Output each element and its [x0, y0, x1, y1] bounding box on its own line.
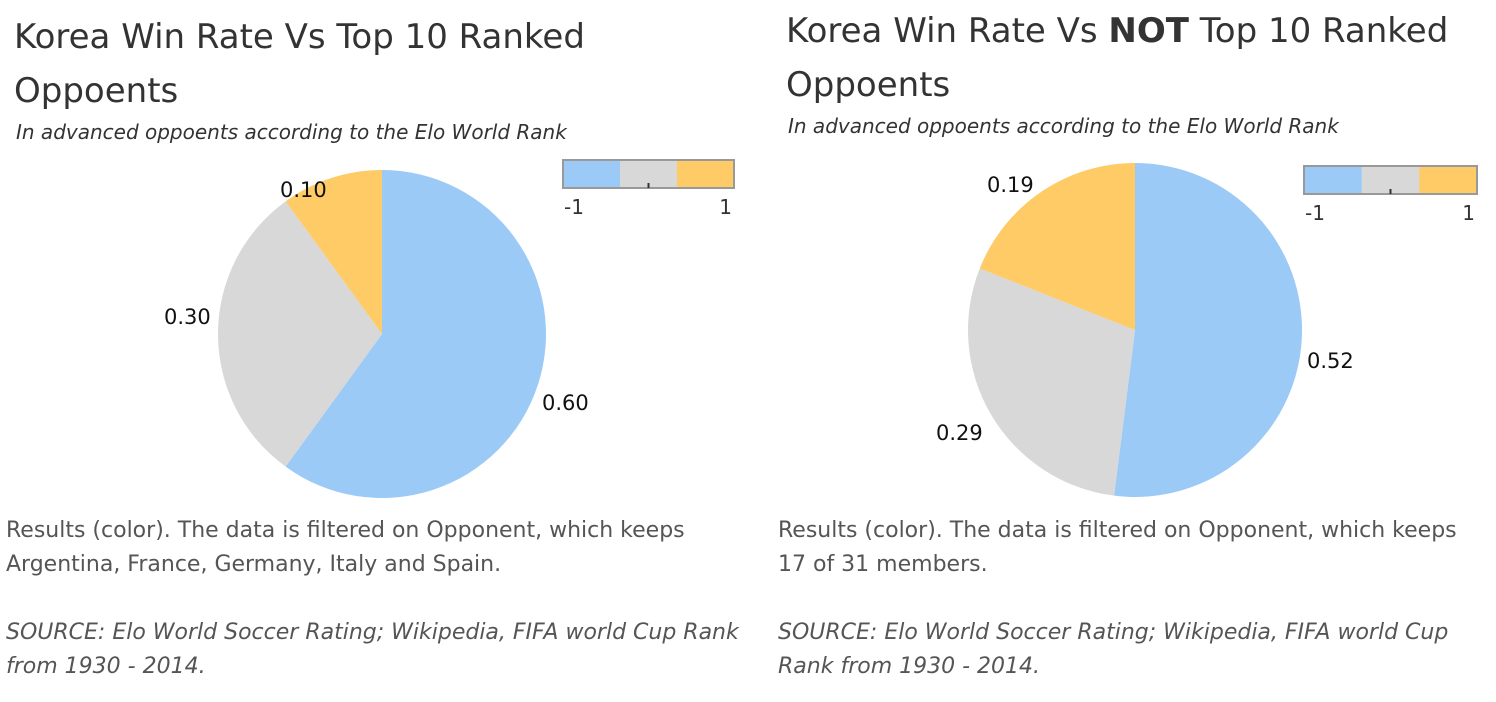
- filter-caption: Results (color). The data is filtered on…: [778, 518, 1457, 577]
- chart-title-part-2: NOT: [1108, 11, 1189, 51]
- pie-slice-3[interactable]: [285, 170, 382, 334]
- pie-slice-2[interactable]: [217, 201, 382, 467]
- filter-caption: Results (color). The data is filtered on…: [6, 518, 685, 577]
- pie-slice-3[interactable]: [979, 163, 1135, 330]
- source-note: SOURCE: Elo World Soccer Rating; Wikiped…: [6, 620, 739, 679]
- chart-panel-left: Korea Win Rate Vs Top 10 Ranked Oppoents…: [6, 10, 739, 679]
- chart-title: Korea Win Rate Vs Top 10 Ranked Oppoents: [14, 10, 654, 118]
- legend-swatch-3: [677, 160, 735, 188]
- slice-label-2: 0.29: [936, 421, 983, 445]
- legend-swatch-1: [1304, 166, 1363, 194]
- legend-min-label: -1: [564, 195, 584, 219]
- legend-swatch-3: [1419, 166, 1478, 194]
- chart-title: Korea Win Rate Vs NOT Top 10 Ranked Oppo…: [786, 4, 1486, 112]
- source-note: SOURCE: Elo World Soccer Rating; Wikiped…: [778, 620, 1449, 679]
- color-legend: -1 1: [562, 159, 735, 219]
- pie-slice-2[interactable]: [968, 268, 1135, 496]
- slice-label-1: 0.60: [542, 391, 589, 415]
- chart-title-part-3: Top 10 Ranked Oppoents: [14, 17, 585, 111]
- legend-max-label: 1: [1462, 201, 1475, 225]
- pie-chart-right: 0.52 0.29 0.19 -1 1: [936, 163, 1478, 498]
- chart-panel-right: Korea Win Rate Vs NOT Top 10 Ranked Oppo…: [772, 0, 1496, 702]
- chart-title-part-3: Top 10 Ranked Oppoents: [786, 11, 1449, 105]
- pie-slice-1[interactable]: [1114, 163, 1303, 498]
- slice-label-2: 0.30: [164, 305, 211, 329]
- chart-subtitle: In advanced oppoents according to the El…: [16, 120, 567, 144]
- legend-swatch-1: [563, 160, 621, 188]
- pie-chart-left: 0.60 0.30 0.10 -1 1: [164, 159, 735, 498]
- slice-label-3: 0.19: [987, 173, 1034, 197]
- legend-min-label: -1: [1305, 201, 1325, 225]
- slice-label-3: 0.10: [280, 178, 327, 202]
- pie-slice-1[interactable]: [285, 170, 546, 498]
- chart-title-part-1: Korea Win Rate Vs: [14, 17, 337, 57]
- color-legend: -1 1: [1303, 165, 1478, 225]
- legend-max-label: 1: [719, 195, 732, 219]
- chart-subtitle: In advanced oppoents according to the El…: [788, 114, 1339, 138]
- slice-label-1: 0.52: [1307, 349, 1354, 373]
- chart-title-part-1: Korea Win Rate Vs: [786, 11, 1109, 51]
